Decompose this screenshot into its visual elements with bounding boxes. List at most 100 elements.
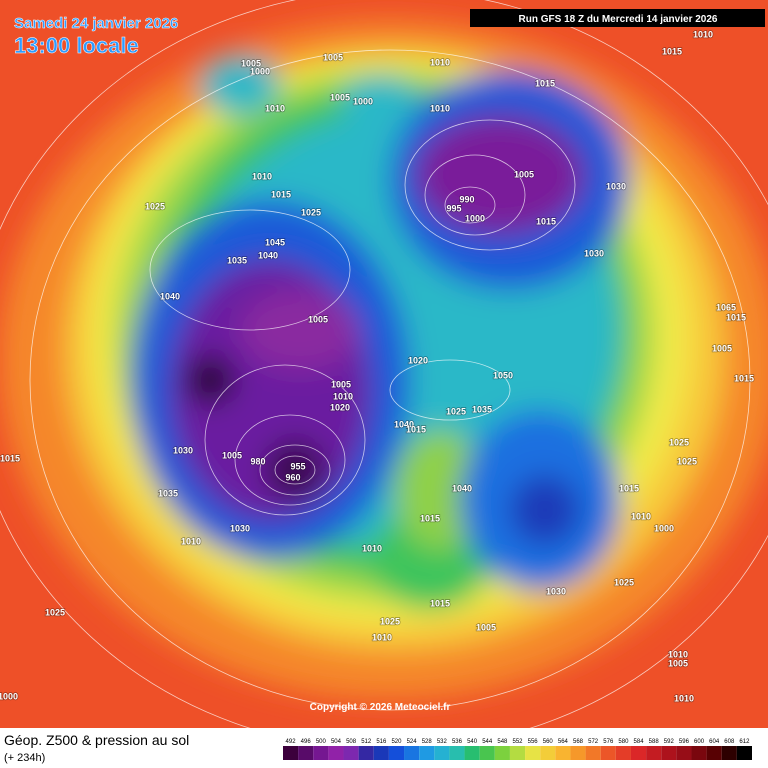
isobar-label: 1015	[662, 46, 682, 56]
isobar-label: 1015	[0, 453, 20, 463]
colorbar-tick-label: 548	[497, 739, 508, 745]
isobar-label: 1035	[227, 255, 247, 265]
colorbar-tick-label: 584	[634, 739, 645, 745]
colorbar-tick-label: 596	[679, 739, 690, 745]
run-info: Run GFS 18 Z du Mercredi 14 janvier 2026	[519, 14, 718, 25]
isobar-label: 1010	[362, 543, 382, 553]
isobar-label: 1010	[674, 693, 694, 703]
isobar-label: 980	[250, 456, 265, 466]
isobar-label: 1015	[430, 598, 450, 608]
date: Samedi 24 janvier 2026	[14, 15, 178, 32]
isobar-label: 1000	[0, 691, 18, 701]
isobar-label: 1005	[308, 314, 328, 324]
colorbar-tick-label: 516	[376, 739, 387, 745]
colorbar-tick-label: 608	[724, 739, 735, 745]
isobar-label: 1005	[476, 622, 496, 632]
colorbar-cell	[343, 746, 359, 760]
isobar-label: 1025	[380, 616, 400, 626]
isobar-label: 1010	[430, 57, 450, 67]
colorbar-cell	[630, 746, 647, 760]
colorbar-tick-label: 580	[618, 739, 629, 745]
colorbar-cell	[479, 746, 495, 760]
isobar-label: 1025	[669, 437, 689, 447]
colorbar-tick-label: 504	[331, 739, 342, 745]
colorbar-tick-label: 556	[528, 739, 539, 745]
colorbar-tick-label: 544	[482, 739, 493, 745]
isobar-label: 1065	[716, 302, 736, 312]
isobar-label: 1025	[677, 456, 697, 466]
colorbar-cell	[494, 746, 510, 760]
isobar-label: 1030	[230, 523, 250, 533]
colorbar-tick-label: 564	[558, 739, 569, 745]
colorbar-cell	[661, 746, 677, 760]
colorbar-tick-label: 492	[286, 739, 297, 745]
colorbar-cell	[328, 746, 344, 760]
isobar-label: 1015	[271, 189, 291, 199]
isobar-label: 1010	[631, 511, 651, 521]
isobar-label: 1005	[222, 450, 242, 460]
colorbar-cell	[585, 746, 601, 760]
isobar-label: 1010	[333, 391, 353, 401]
isobar-label: 1010	[430, 103, 450, 113]
isobar-label: 1040	[160, 291, 180, 301]
isobar-label: 1035	[158, 488, 178, 498]
isobar-label: 1015	[535, 78, 555, 88]
isobar-label: 1015	[536, 216, 556, 226]
colorbar-tick-label: 592	[664, 739, 675, 745]
colorbar-tick-label: 532	[437, 739, 448, 745]
isobar-label: 1040	[258, 250, 278, 260]
isobar-label: 1030	[546, 586, 566, 596]
colorbar-cell	[404, 746, 420, 760]
isobar-label: 1005	[668, 658, 688, 668]
colorbar-cell	[434, 746, 450, 760]
isobar-label: 1010	[252, 171, 272, 181]
colorbar-cell	[419, 746, 435, 760]
isobar-label: 1010	[668, 649, 688, 659]
isobar-label: 1000	[654, 523, 674, 533]
colorbar-cell	[555, 746, 571, 760]
isobar-label: 1010	[265, 103, 285, 113]
colorbar-tick-label: 508	[346, 739, 357, 745]
colorbar-cell	[736, 746, 752, 760]
colorbar-cell	[373, 746, 389, 760]
isobar-label: 1030	[584, 248, 604, 258]
colorbar-cell	[464, 746, 480, 760]
colorbar-cell	[691, 746, 707, 760]
footer-title: Géop. Z500 & pression au sol	[4, 732, 189, 748]
colorbar-tick-label: 540	[467, 739, 478, 745]
isobar-label: 1025	[301, 207, 321, 217]
isobar-label: 1000	[250, 66, 270, 76]
isobar-label: 1025	[446, 406, 466, 416]
isobar-label: 990	[459, 194, 474, 204]
colorbar-tick-label: 612	[739, 739, 750, 745]
colorbar-tick-label: 560	[543, 739, 554, 745]
map-field: Run GFS 18 Z du Mercredi 14 janvier 2026…	[0, 0, 768, 728]
isobar-label: 1045	[265, 237, 285, 247]
colorbar-cell	[540, 746, 556, 760]
isobar-label: 1000	[353, 96, 373, 106]
colorbar-cell	[388, 746, 405, 760]
colorbar-cell	[615, 746, 631, 760]
isobar-label: 1015	[734, 373, 754, 383]
colorbar-cell	[646, 746, 662, 760]
isobar-label: 1030	[606, 181, 626, 191]
colorbar-cell	[283, 746, 299, 760]
colorbar-tick-label: 572	[588, 739, 599, 745]
colorbar-cell	[570, 746, 586, 760]
isobar-label: 1015	[420, 513, 440, 523]
colorbar-cell	[449, 746, 465, 760]
isobar-label: 1040	[394, 419, 414, 429]
colorbar-tick-label: 512	[361, 739, 372, 745]
isobar-label: 1005	[514, 169, 534, 179]
isobar-label: 960	[285, 472, 300, 482]
colorbar-cell	[600, 746, 616, 760]
isobar-label: 1000	[465, 213, 485, 223]
colorbar-tick-label: 496	[301, 739, 312, 745]
colorbar-tick-label: 536	[452, 739, 463, 745]
isobar-label: 1025	[614, 577, 634, 587]
isobar-label: 1005	[323, 52, 343, 62]
isobar-label: 1020	[408, 355, 428, 365]
isobar-label: 1035	[472, 404, 492, 414]
